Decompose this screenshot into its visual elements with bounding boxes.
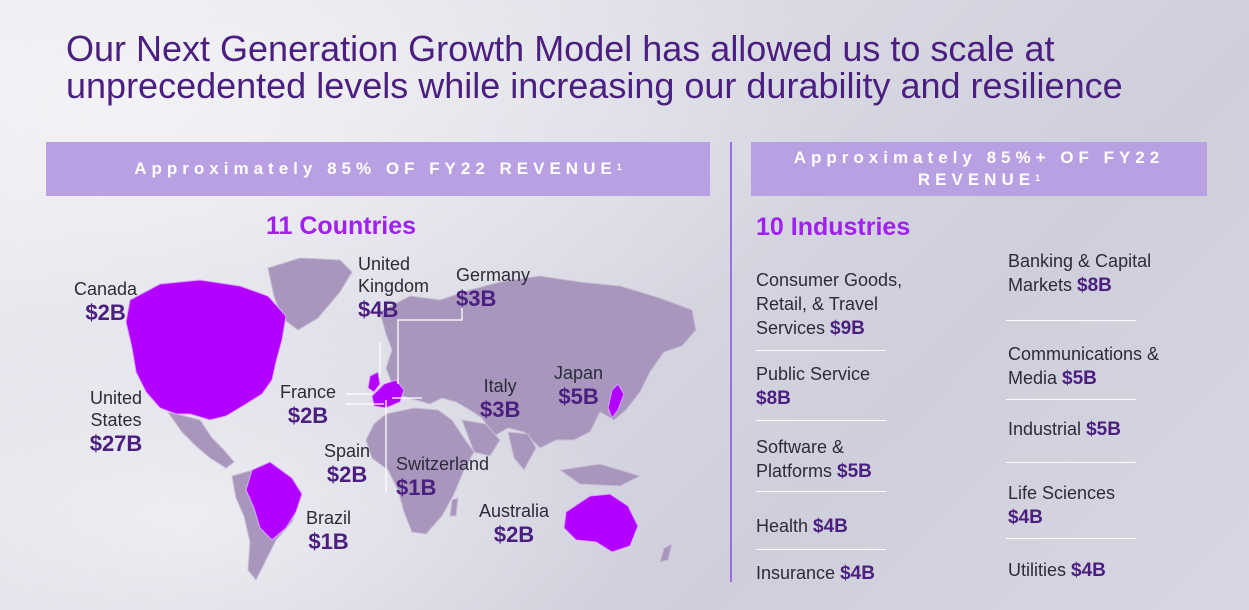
country-value: $2B — [493, 522, 535, 547]
country-name: Italy — [483, 376, 517, 396]
right-banner: Approximately 85%+ OF FY22 REVENUE1 — [751, 142, 1207, 196]
industry-name: Health — [756, 516, 809, 536]
industry-value: $4B — [813, 516, 848, 537]
industry-name: Utilities — [1008, 560, 1067, 580]
country-label-japan: Japan $5B — [554, 362, 603, 410]
left-banner-text: Approximately 85% OF FY22 REVENUE — [134, 159, 617, 178]
divider — [756, 549, 886, 550]
arabia-shape — [461, 419, 501, 457]
industry-value: $5B — [837, 461, 872, 482]
divider — [756, 350, 886, 351]
australia-shape — [563, 493, 639, 553]
country-label-uk: United Kingdom $4B — [358, 253, 444, 323]
left-banner-footnote: 1 — [616, 162, 622, 172]
country-value: $1B — [396, 475, 437, 500]
industry-name: Banking & Capital Markets — [1008, 251, 1152, 295]
country-label-united-states: United States $27B — [84, 387, 148, 457]
country-label-switzerland: Switzerland $1B — [396, 453, 489, 501]
mexico-shape — [166, 411, 235, 469]
divider — [756, 420, 886, 421]
page-title: Our Next Generation Growth Model has all… — [66, 30, 1226, 104]
divider — [756, 491, 886, 492]
industry-name: Public Service — [756, 364, 871, 384]
industry-name: Software & Platforms — [756, 437, 845, 481]
africa-shape — [365, 407, 475, 535]
india-shape — [507, 431, 537, 471]
industry-name: Insurance — [756, 563, 836, 583]
industry-item: Industrial $5B — [1008, 417, 1178, 442]
north-america-shape — [125, 279, 287, 421]
industry-item: Life Sciences $4B — [1008, 481, 1178, 530]
country-value: $2B — [326, 462, 368, 487]
section-divider — [730, 142, 732, 582]
country-name: Spain — [324, 441, 371, 461]
brazil-shape — [245, 461, 303, 541]
divider — [1006, 399, 1136, 400]
country-label-france: France $2B — [280, 381, 336, 429]
industry-value: $5B — [1062, 368, 1097, 389]
right-banner-footnote: 1 — [1035, 173, 1041, 183]
industry-value: $4B — [1008, 507, 1043, 528]
country-name: Japan — [554, 363, 604, 383]
madagascar-shape — [449, 497, 459, 517]
industry-item: Insurance $4B — [756, 561, 926, 586]
industry-name: Communications & Media — [1008, 344, 1160, 388]
title-line-1: Our Next Generation Growth Model has all… — [66, 28, 1055, 69]
country-name: United States — [89, 388, 143, 430]
divider — [1006, 538, 1136, 539]
industry-value: $4B — [1071, 560, 1106, 581]
country-value: $1B — [308, 529, 349, 554]
industry-item: Public Service $8B — [756, 362, 926, 411]
western-europe-shape — [371, 379, 405, 409]
country-label-germany: Germany $3B — [456, 264, 530, 312]
industry-item: Software & Platforms $5B — [756, 435, 886, 484]
industry-name: Consumer Goods, Retail, & Travel Service… — [756, 270, 903, 338]
industry-name: Industrial — [1008, 419, 1082, 439]
country-value: $27B — [89, 431, 143, 456]
industry-item: Utilities $4B — [1008, 558, 1178, 583]
industry-value: $5B — [1086, 419, 1121, 440]
country-value: $2B — [287, 403, 329, 428]
country-label-spain: Spain $2B — [324, 440, 370, 488]
country-name: Brazil — [306, 508, 352, 528]
japan-shape — [607, 383, 625, 420]
industry-value: $4B — [840, 563, 875, 584]
country-name: Germany — [456, 265, 531, 285]
country-label-italy: Italy $3B — [480, 375, 520, 423]
country-value: $2B — [85, 300, 126, 325]
country-name: Australia — [479, 501, 550, 521]
right-banner-line-2: REVENUE — [917, 170, 1036, 189]
industry-item: Banking & Capital Markets $8B — [1008, 249, 1178, 298]
country-value: $4B — [358, 297, 399, 322]
industry-name: Life Sciences — [1008, 483, 1116, 503]
industry-item: Communications & Media $5B — [1008, 342, 1178, 391]
industries-heading: 10 Industries — [756, 213, 911, 241]
industry-value: $8B — [756, 388, 791, 409]
industry-item: Health $4B — [756, 514, 926, 539]
industry-item: Consumer Goods, Retail, & Travel Service… — [756, 268, 926, 341]
country-value: $3B — [480, 397, 521, 422]
new-zealand-shape — [659, 543, 673, 563]
country-name: United Kingdom — [358, 254, 430, 296]
divider — [1006, 462, 1136, 463]
country-name: Canada — [74, 279, 138, 299]
uk-shape — [367, 371, 381, 393]
industry-value: $9B — [830, 318, 865, 339]
countries-heading: 11 Countries — [266, 212, 417, 240]
right-banner-line-1: Approximately 85%+ OF FY22 — [793, 148, 1165, 167]
country-value: $5B — [558, 384, 599, 409]
germany-leader-line — [397, 300, 463, 384]
title-line-2: unprecedented levels while increasing ou… — [66, 65, 1123, 106]
country-label-australia: Australia $2B — [479, 500, 549, 548]
left-banner: Approximately 85% OF FY22 REVENUE1 — [46, 142, 710, 196]
country-label-brazil: Brazil $1B — [306, 507, 351, 555]
se-asia-shape — [558, 463, 642, 487]
country-label-canada: Canada $2B — [74, 278, 137, 326]
divider — [1006, 320, 1136, 321]
country-name: Switzerland — [396, 454, 490, 474]
country-value: $3B — [456, 286, 497, 311]
country-name: France — [280, 382, 337, 402]
industry-value: $8B — [1077, 275, 1112, 296]
